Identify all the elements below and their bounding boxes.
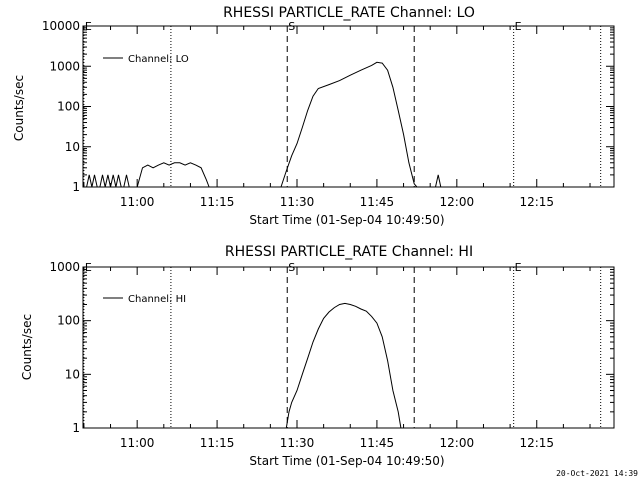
- hi-chart-title: RHESSI PARTICLE_RATE Channel: HI: [225, 244, 473, 260]
- hi-channel-panel: RHESSI PARTICLE_RATE Channel: HI 1101001…: [20, 244, 615, 468]
- lo-chart-title: RHESSI PARTICLE_RATE Channel: LO: [223, 5, 475, 21]
- hi-y-ticks: 1 10 100 1000: [49, 260, 614, 435]
- lo-x-tick-label: 12:00: [440, 195, 475, 209]
- lo-series-line: [86, 61, 442, 188]
- hi-x-tick-label: 11:00: [120, 436, 155, 450]
- lo-y-tick-label: 10: [65, 140, 80, 154]
- hi-x-tick-label: 11:30: [280, 436, 315, 450]
- footer-timestamp: 20-Oct-2021 14:39: [556, 469, 638, 478]
- lo-y-tick-label: 1000: [49, 59, 80, 73]
- lo-x-ticks: 11:00 11:15 11:30 11:45 12:00 12:15: [83, 26, 591, 209]
- lo-y-tick-label: 10000: [42, 19, 80, 33]
- lo-plot-frame: [82, 25, 615, 188]
- hi-y-tick-label: 100: [57, 314, 80, 328]
- lo-y-tick-label: 100: [57, 100, 80, 114]
- lo-y-ticks: 1 10 100 1000 10000: [42, 19, 614, 194]
- hi-x-tick-label: 11:15: [200, 436, 235, 450]
- lo-x-tick-label: 11:30: [280, 195, 315, 209]
- hi-series-line: [285, 302, 402, 429]
- lo-x-tick-label: 11:45: [360, 195, 395, 209]
- lo-channel-panel: RHESSI PARTICLE_RATE Channel: LO 1101001…: [12, 5, 615, 227]
- hi-y-tick-label: 1000: [49, 260, 80, 274]
- hi-plot-frame: [82, 266, 615, 429]
- lo-legend: Channel: LO: [103, 54, 189, 65]
- hi-y-tick-label: 10: [65, 367, 80, 381]
- hi-y-axis-label: Counts/sec: [20, 314, 34, 380]
- lo-legend-label: Channel: LO: [128, 54, 189, 65]
- hi-legend: Channel: HI: [103, 294, 186, 305]
- lo-x-tick-label: 11:15: [200, 195, 235, 209]
- hi-x-tick-label: 12:15: [519, 436, 554, 450]
- lo-y-axis-label: Counts/sec: [12, 75, 26, 141]
- lo-x-axis-label: Start Time (01-Sep-04 10:49:50): [249, 213, 444, 227]
- hi-x-tick-label: 12:00: [440, 436, 475, 450]
- hi-y-tick-label: 1: [72, 421, 80, 435]
- lo-x-tick-label: 11:00: [120, 195, 155, 209]
- hi-x-axis-label: Start Time (01-Sep-04 10:49:50): [249, 454, 444, 468]
- hi-x-ticks: 11:00 11:15 11:30 11:45 12:00 12:15: [83, 267, 591, 450]
- hi-legend-label: Channel: HI: [128, 294, 186, 305]
- hi-x-tick-label: 11:45: [360, 436, 395, 450]
- lo-y-tick-label: 1: [72, 180, 80, 194]
- lo-x-tick-label: 12:15: [519, 195, 554, 209]
